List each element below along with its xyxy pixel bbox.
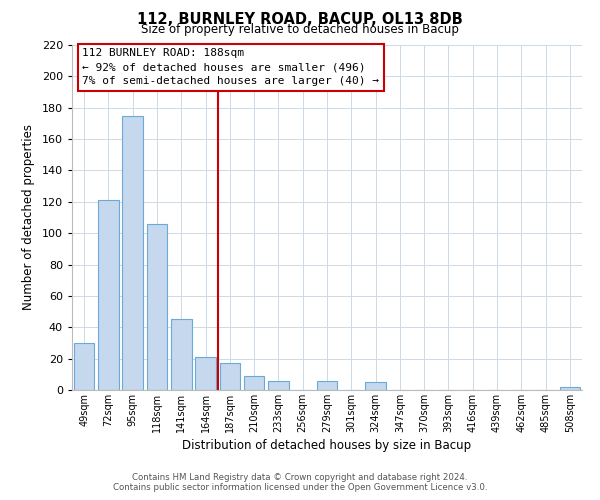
Bar bbox=[98, 200, 119, 390]
Text: Contains HM Land Registry data © Crown copyright and database right 2024.
Contai: Contains HM Land Registry data © Crown c… bbox=[113, 473, 487, 492]
Bar bbox=[317, 380, 337, 390]
X-axis label: Distribution of detached houses by size in Bacup: Distribution of detached houses by size … bbox=[182, 439, 472, 452]
Bar bbox=[146, 224, 167, 390]
Text: Size of property relative to detached houses in Bacup: Size of property relative to detached ho… bbox=[141, 22, 459, 36]
Bar bbox=[195, 357, 216, 390]
Bar bbox=[560, 387, 580, 390]
Bar bbox=[268, 380, 289, 390]
Bar bbox=[244, 376, 265, 390]
Text: 112 BURNLEY ROAD: 188sqm
← 92% of detached houses are smaller (496)
7% of semi-d: 112 BURNLEY ROAD: 188sqm ← 92% of detach… bbox=[82, 48, 379, 86]
Y-axis label: Number of detached properties: Number of detached properties bbox=[22, 124, 35, 310]
Bar bbox=[365, 382, 386, 390]
Bar bbox=[122, 116, 143, 390]
Bar bbox=[74, 343, 94, 390]
Bar bbox=[220, 364, 240, 390]
Text: 112, BURNLEY ROAD, BACUP, OL13 8DB: 112, BURNLEY ROAD, BACUP, OL13 8DB bbox=[137, 12, 463, 28]
Bar bbox=[171, 320, 191, 390]
